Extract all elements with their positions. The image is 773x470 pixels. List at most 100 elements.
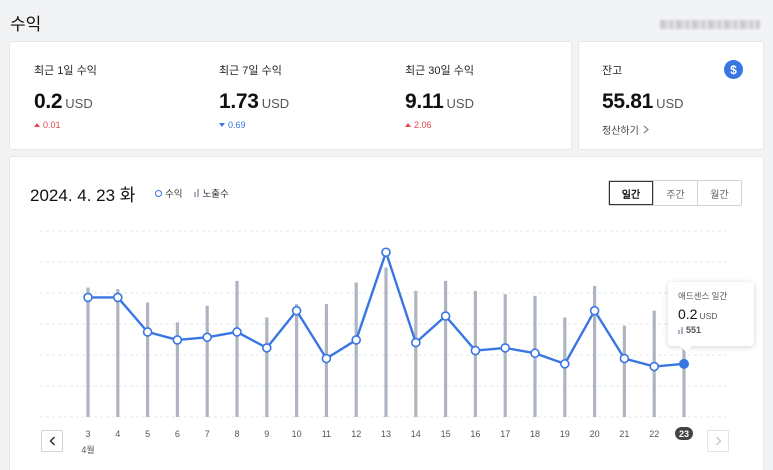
balance-label: 잔고 — [602, 65, 623, 77]
triangle-down-icon — [219, 123, 225, 127]
x-tick-label: 23 — [679, 429, 689, 439]
chart-legend: 수익 노출수 — [155, 186, 229, 200]
tooltip-title: 애드센스 일간 — [678, 291, 728, 301]
period-tabs: 일간 주간 월간 — [608, 180, 742, 206]
x-tick-label: 21 — [619, 429, 629, 439]
impressions-bar — [682, 329, 686, 417]
revenue-point — [559, 359, 570, 369]
stat-change-value: 0.01 — [43, 120, 61, 130]
balance-card: 잔고 55.81 USD 정산하기 $ — [579, 42, 763, 149]
impressions-bar — [205, 305, 209, 417]
revenue-point — [500, 343, 511, 353]
chevron-right-icon — [715, 436, 721, 446]
stat-label: 최근 7일 수익 — [219, 65, 282, 77]
x-tick-label: 5 — [145, 429, 150, 439]
balance: 잔고 55.81 USD 정산하기 — [602, 62, 684, 137]
x-tick-label: 13 — [381, 429, 391, 439]
legend-label-impressions: 노출수 — [202, 189, 229, 200]
revenue-chart-card: 2024. 4. 23 화 수익 노출수 일간 주간 월간 3 4 5 6 7 8 9 10 1… — [10, 157, 763, 470]
x-tick-label: 17 — [500, 429, 510, 439]
stat-label: 최근 30일 수익 — [405, 65, 474, 77]
revenue-point — [649, 361, 660, 372]
stat-number: 1.73 — [219, 90, 259, 113]
chart-prev-button[interactable] — [41, 430, 63, 452]
revenue-point — [202, 332, 212, 343]
stat-change: 0.01 — [34, 120, 97, 130]
stat-unit: USD — [261, 96, 290, 111]
stat-change-value: 2.06 — [414, 120, 432, 130]
chart-next-button[interactable] — [707, 430, 729, 452]
revenue-point — [440, 311, 451, 321]
impressions-bar — [414, 290, 418, 417]
circle-marker-icon — [155, 189, 162, 197]
stat-number: 0.2 — [34, 90, 63, 113]
impressions-bar — [116, 289, 120, 417]
triangle-up-icon — [34, 123, 40, 127]
tooltip-unit: USD — [699, 311, 718, 321]
stat-label: 최근 1일 수익 — [34, 65, 97, 77]
impressions-bar — [265, 317, 269, 417]
x-tick-label: 18 — [530, 429, 540, 439]
stat-change: 0.69 — [219, 120, 289, 130]
tab-weekly[interactable]: 주간 — [653, 181, 697, 205]
x-tick-label: 14 — [411, 429, 421, 439]
x-tick-label: 20 — [590, 429, 600, 439]
tooltip-number: 0.2 — [678, 306, 698, 322]
chart-date: 2024. 4. 23 화 — [30, 186, 136, 205]
revenue-point — [83, 292, 93, 303]
revenue-point — [381, 247, 391, 258]
revenue-point — [619, 353, 630, 364]
stat-1-day: 최근 1일 수익 0.2 USD 0.01 — [34, 62, 97, 130]
revenue-point — [351, 335, 362, 345]
impressions-bar — [444, 280, 448, 417]
x-tick-label: 9 — [264, 429, 269, 439]
chevron-left-icon — [49, 436, 55, 446]
impressions-bar — [384, 267, 388, 417]
stat-7-day: 최근 7일 수익 1.73 USD 0.69 — [219, 62, 289, 130]
x-tick-label: 15 — [441, 429, 451, 439]
chevron-right-icon — [643, 125, 649, 134]
tooltip-impressions-value: 551 — [686, 325, 702, 335]
bar-marker-icon — [194, 189, 200, 197]
stat-value: 9.11 USD — [405, 90, 474, 114]
tooltip-impressions: 551 — [678, 325, 744, 335]
revenue-point — [589, 305, 600, 316]
tab-daily[interactable]: 일간 — [609, 181, 653, 205]
legend-item-impressions: 노출수 — [194, 186, 229, 200]
stat-value: 0.2 USD — [34, 90, 97, 114]
bar-marker-icon — [678, 326, 683, 334]
dollar-icon: $ — [724, 60, 743, 79]
tooltip-arrow — [680, 346, 692, 352]
stat-30-day: 최근 30일 수익 9.11 USD 2.06 — [405, 62, 474, 130]
revenue-point — [291, 305, 302, 316]
tooltip-value: 0.2 USD — [678, 306, 744, 324]
revenue-point — [172, 335, 183, 345]
stat-number: 9.11 — [405, 90, 444, 113]
impressions-bar — [146, 302, 150, 417]
revenue-point — [232, 327, 242, 337]
x-tick-label: 16 — [470, 429, 480, 439]
x-tick-label: 8 — [234, 429, 239, 439]
blurred-date-range — [660, 20, 760, 29]
stat-change: 2.06 — [405, 120, 474, 130]
revenue-chart: 3 4 5 6 7 8 9 10 11 12 13 14 15 16 17 18 19 20 21 22 23 4월 — [40, 230, 730, 455]
revenue-point — [113, 292, 123, 303]
revenue-point — [261, 343, 272, 353]
settle-link[interactable]: 정산하기 — [602, 122, 684, 137]
revenue-point-selected — [678, 358, 689, 369]
x-tick-label: 10 — [292, 429, 302, 439]
stat-unit: USD — [446, 96, 474, 111]
x-tick-label: 11 — [322, 429, 331, 439]
x-label-highlight — [675, 427, 693, 440]
revenue-point — [142, 327, 153, 337]
triangle-up-icon — [405, 123, 411, 127]
stat-change-value: 0.69 — [228, 120, 246, 130]
legend-label-revenue: 수익 — [165, 189, 183, 200]
chart-tooltip: 애드센스 일간 0.2 USD 551 — [668, 282, 754, 352]
revenue-point — [470, 345, 481, 356]
tab-monthly[interactable]: 월간 — [697, 181, 741, 205]
x-tick-label: 3 — [85, 429, 90, 439]
revenue-point — [410, 337, 421, 348]
impressions-bar — [235, 280, 239, 417]
impressions-bar — [175, 322, 179, 417]
